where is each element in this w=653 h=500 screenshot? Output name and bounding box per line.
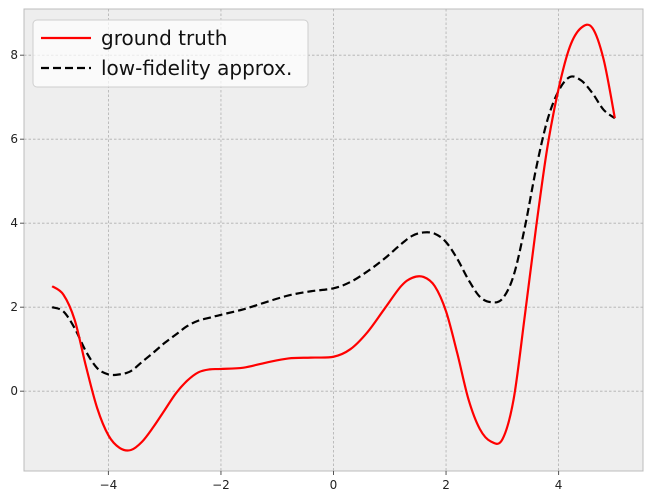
x-tick-label: −2 <box>212 478 230 492</box>
legend-label-low-fidelity: low-fidelity approx. <box>101 56 292 80</box>
x-tick-label: 0 <box>330 478 338 492</box>
series-ground-truth-line <box>51 23 616 452</box>
legend: ground truth low-fidelity approx. <box>32 19 309 88</box>
axis-ticks: −4 −2 0 2 4 0 2 4 6 8 <box>10 48 562 492</box>
x-tick-label: −4 <box>100 478 118 492</box>
y-tick-label: 0 <box>10 384 18 398</box>
y-tick-label: 4 <box>10 216 18 230</box>
legend-box <box>32 19 309 88</box>
y-tick-label: 8 <box>10 48 18 62</box>
y-tick-label: 6 <box>10 132 18 146</box>
x-tick-label: 4 <box>555 478 563 492</box>
x-tick-label: 2 <box>442 478 450 492</box>
series-layer <box>51 23 616 452</box>
series-low-fidelity-line <box>51 75 616 377</box>
legend-label-ground-truth: ground truth <box>101 26 227 50</box>
y-tick-label: 2 <box>10 300 18 314</box>
